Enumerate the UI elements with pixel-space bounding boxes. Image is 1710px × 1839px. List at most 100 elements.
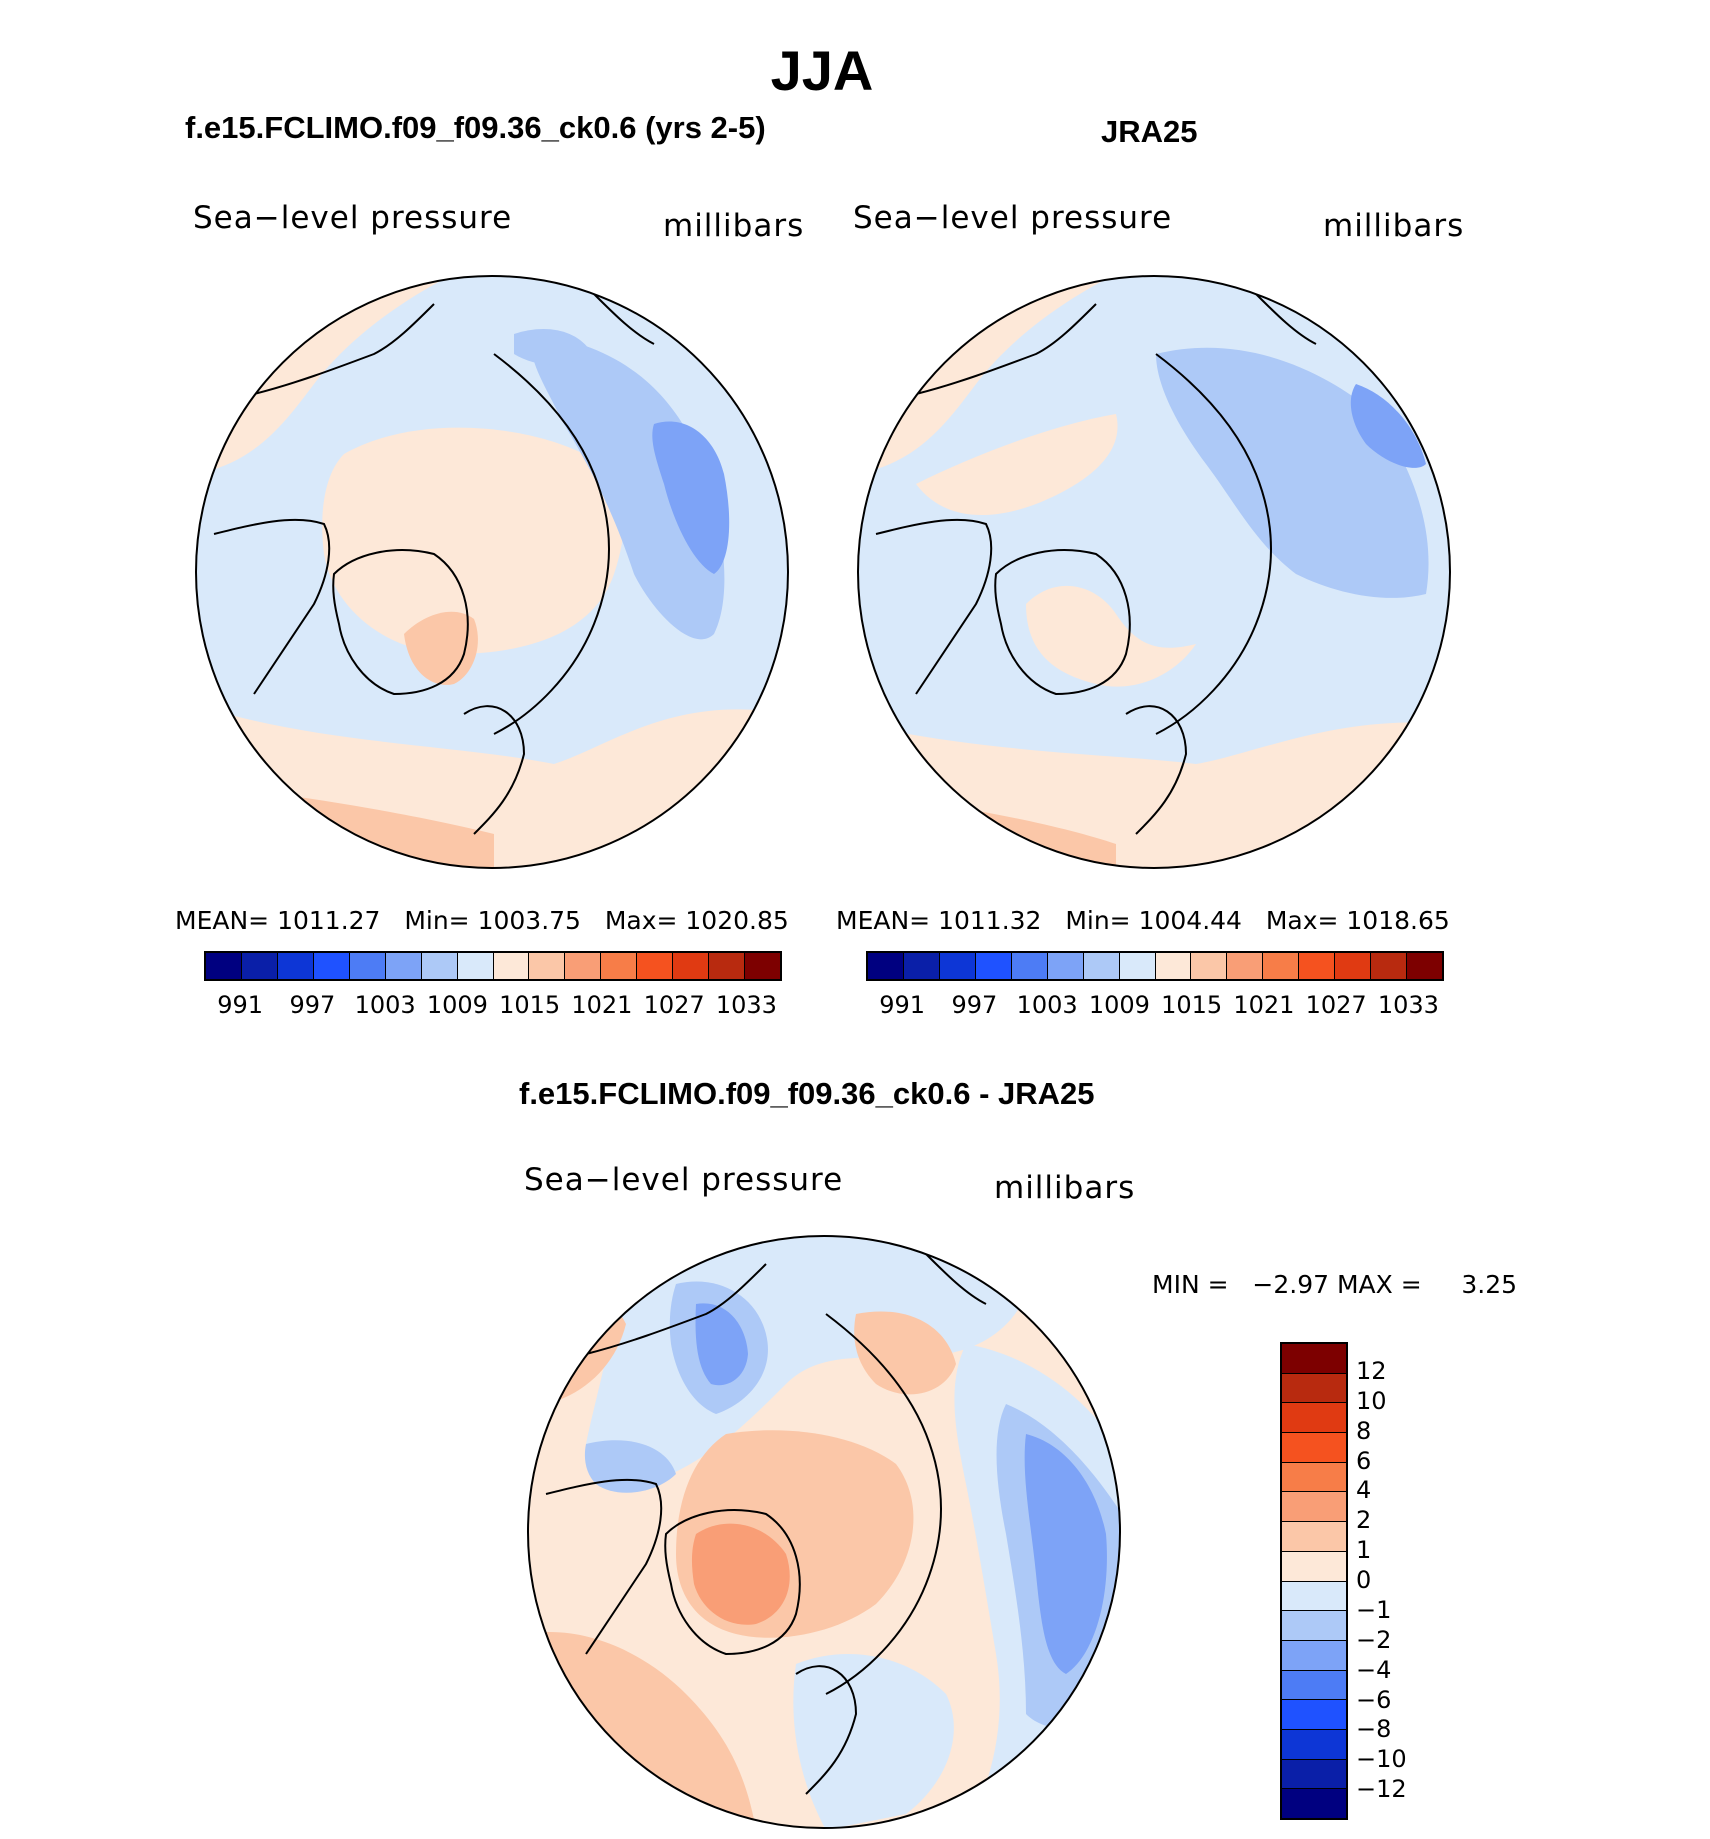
panel1-coast-alaska <box>253 303 435 395</box>
panel3-coast-canada <box>545 1478 663 1655</box>
panel1-title: f.e15.FCLIMO.f09_f09.36_ck0.6 (yrs 2-5) <box>185 110 766 145</box>
panel1-colorbar-swatch <box>206 953 242 979</box>
panel3-colorbar-tick-label: 4 <box>1356 1476 1372 1505</box>
panel2-colorbar-tick-label: 1027 <box>1305 991 1367 1019</box>
panel3-colorbar-tick-label: −12 <box>1356 1775 1407 1804</box>
panel3-high-greenland <box>691 1523 790 1625</box>
panel2-coast-alaska <box>915 303 1097 395</box>
panel3-low-beaufort-core <box>695 1303 748 1386</box>
panel3-colorbar-tick-label: −10 <box>1356 1745 1407 1774</box>
panel1-stats: MEAN= 1011.27 Min= 1003.75 Max= 1020.85 <box>175 906 789 935</box>
panel1-mean-label: MEAN= <box>175 906 270 935</box>
panel1-colorbar-tick-label: 1027 <box>643 991 705 1019</box>
panel2-colorbar-swatch <box>1407 953 1442 979</box>
panel3-colorbar-swatch <box>1282 1344 1346 1374</box>
panel3-colorbar-tick-label: 12 <box>1356 1356 1387 1385</box>
panel3-colorbar-tick-label: 6 <box>1356 1446 1372 1475</box>
panel2-colorbar-swatch <box>1119 953 1156 979</box>
panel1-low-pacific <box>531 334 725 640</box>
panel3-colorbar-tick-label: −8 <box>1356 1715 1392 1744</box>
panel3-coast-eurasia <box>825 1313 942 1695</box>
panel2-colorbar-swatch <box>1083 953 1120 979</box>
panel1-greenland-high <box>404 611 478 685</box>
panel3-units-label: millibars <box>994 1170 1136 1206</box>
panel3-colorbar-swatch <box>1282 1403 1346 1434</box>
panel2-title: JRA25 <box>1101 114 1198 149</box>
panel3-colorbar-tick-label: 1 <box>1356 1536 1372 1565</box>
panel1-colorbar-swatch <box>277 953 314 979</box>
panel3-colorbar-swatch <box>1282 1700 1346 1730</box>
panel1-colorbar-swatch <box>637 953 674 979</box>
panel2-colorbar <box>866 951 1444 981</box>
panel3-colorbar-tick-label: −6 <box>1356 1685 1392 1714</box>
panel2-colorbar-swatch <box>975 953 1012 979</box>
panel3-colorbar-swatch <box>1282 1462 1346 1493</box>
panel3-high-ne <box>854 1311 956 1395</box>
panel2-colorbar-swatch <box>1263 953 1300 979</box>
main-title: JJA <box>770 39 874 102</box>
panel1-low-small <box>514 329 589 365</box>
panel1-colorbar-swatch <box>601 953 638 979</box>
panel1-colorbar-swatch <box>241 953 278 979</box>
panel3-colorbar-swatch <box>1282 1492 1346 1523</box>
panel2-coast-kamchatka <box>1255 293 1317 345</box>
panel3-stats: MIN = −2.97 MAX = 3.25 <box>1152 1270 1517 1299</box>
panel3-colorbar-tick-label: 10 <box>1356 1386 1387 1415</box>
panel3-coast-greenland <box>664 1509 801 1656</box>
panel3-colorbar-swatch <box>1282 1433 1346 1463</box>
panel2-max-label: Max= <box>1265 906 1339 935</box>
panel2-colorbar-swatch <box>1047 953 1084 979</box>
panel2-colorbar-tick-label: 1003 <box>1016 991 1078 1019</box>
panel2-mean-label: MEAN= <box>836 906 931 935</box>
panel1-units-label: millibars <box>663 208 805 244</box>
panel2-greenland-high <box>1026 585 1196 687</box>
panel2-polar-map <box>857 275 1451 869</box>
panel3-min-value: −2.97 <box>1252 1270 1330 1299</box>
panel1-colorbar-swatch <box>673 953 710 979</box>
panel2-units-label: millibars <box>1323 208 1465 244</box>
panel2-colorbar-swatch <box>1155 953 1192 979</box>
panel1-colorbar-swatch <box>313 953 350 979</box>
panel1-colorbar-swatch <box>745 953 780 979</box>
panel3-coast-scandinavia <box>795 1665 858 1795</box>
panel3-colorbar-swatch <box>1282 1551 1346 1582</box>
panel1-colorbar-swatch <box>349 953 386 979</box>
panel1-colorbar-swatch <box>421 953 458 979</box>
panel1-low-core <box>652 421 730 574</box>
panel1-variable-label: Sea−level pressure <box>193 200 513 236</box>
panel1-polar-map <box>195 275 789 869</box>
panel2-colorbar-tick-label: 1021 <box>1233 991 1295 1019</box>
panel2-variable-label: Sea−level pressure <box>853 200 1173 236</box>
panel1-coast-eurasia <box>493 353 610 735</box>
panel2-colorbar-swatch <box>1191 953 1228 979</box>
panel1-colorbar-swatch <box>385 953 422 979</box>
panel3-colorbar-swatch <box>1282 1729 1346 1760</box>
panel3-max-value: 3.25 <box>1461 1270 1518 1299</box>
panel3-colorbar-tick-label: 2 <box>1356 1506 1372 1535</box>
panel2-mean-value: 1011.32 <box>938 906 1042 935</box>
panel2-colorbar-tick-label: 1009 <box>1088 991 1150 1019</box>
panel2-coast-eurasia <box>1155 353 1272 735</box>
panel3-colorbar-tick-label: 8 <box>1356 1416 1372 1445</box>
panel3-colorbar <box>1280 1342 1348 1820</box>
panel2-colorbar-swatch <box>1335 953 1372 979</box>
panel1-max-label: Max= <box>604 906 678 935</box>
panel3-variable-label: Sea−level pressure <box>524 1162 844 1198</box>
panel3-colorbar-swatch <box>1282 1759 1346 1790</box>
panel3-colorbar-swatch <box>1282 1670 1346 1701</box>
panel1-max-value: 1020.85 <box>685 906 789 935</box>
panel1-colorbar-tick-label: 1009 <box>426 991 488 1019</box>
panel3-colorbar-swatch <box>1282 1373 1346 1404</box>
panel2-min-label: Min= <box>1065 906 1131 935</box>
panel1-colorbar <box>204 951 782 981</box>
panel3-colorbar-tick-label: −1 <box>1356 1595 1392 1624</box>
panel3-title: f.e15.FCLIMO.f09_f09.36_ck0.6 - JRA25 <box>519 1076 1095 1111</box>
panel3-max-label: MAX = <box>1336 1270 1422 1299</box>
panel2-coast-canada <box>875 518 993 695</box>
panel1-colorbar-tick-label: 991 <box>217 991 264 1019</box>
panel1-min-label: Min= <box>404 906 470 935</box>
panel1-colorbar-tick-label: 1015 <box>499 991 561 1019</box>
panel3-colorbar-swatch <box>1282 1522 1346 1552</box>
panel2-colorbar-tick-label: 991 <box>879 991 926 1019</box>
panel1-min-value: 1003.75 <box>477 906 581 935</box>
